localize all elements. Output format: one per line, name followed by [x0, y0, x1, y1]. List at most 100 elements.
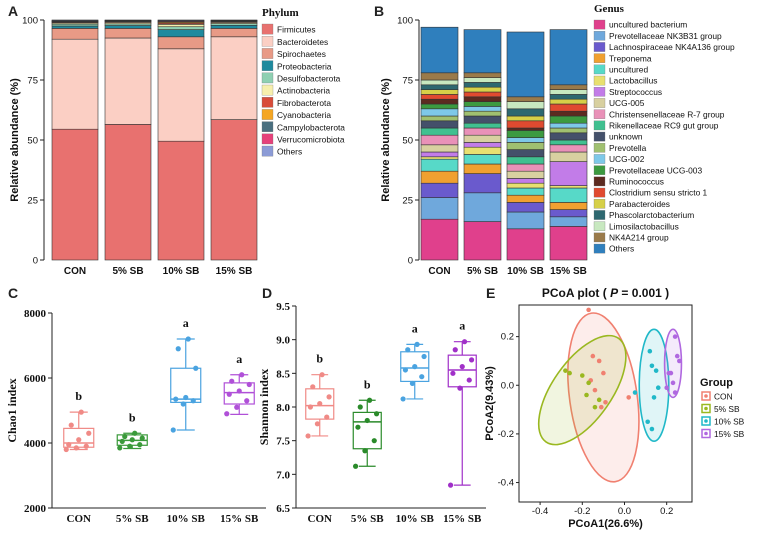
- y-tick-label: 50: [27, 136, 38, 147]
- bar-segment: [420, 156, 459, 160]
- legend-swatch: [593, 98, 606, 108]
- data-point: [579, 373, 585, 378]
- bar-segment: [549, 89, 588, 95]
- x-tick-label: -0.2: [574, 506, 590, 517]
- data-point: [170, 427, 176, 433]
- data-point: [664, 385, 669, 390]
- x-tick-label: 5% SB: [351, 513, 384, 525]
- bar-segment: [506, 182, 545, 189]
- x-tick-label: -0.4: [532, 506, 548, 517]
- legend-label: Prevotella: [609, 143, 647, 153]
- legend-label: Cyanobacteria: [277, 110, 331, 120]
- y-tick-label: 9.5: [276, 301, 290, 313]
- legend-label: unknown: [609, 132, 643, 142]
- bar-segment: [549, 151, 588, 162]
- confidence-ellipse: [663, 328, 683, 399]
- legend-label: NK4A214 group: [609, 233, 669, 243]
- legend-swatch: [261, 121, 274, 132]
- bar-segment: [506, 101, 545, 110]
- legend-label: UCG-005: [609, 98, 645, 108]
- bar-segment: [420, 218, 459, 261]
- bar-segment: [506, 96, 545, 102]
- data-point: [450, 370, 456, 376]
- data-point: [603, 399, 608, 405]
- legend-swatch: [593, 243, 606, 254]
- data-point: [319, 372, 325, 378]
- data-point: [324, 414, 330, 420]
- bar-segment: [210, 24, 258, 29]
- data-point: [183, 394, 189, 401]
- data-point: [193, 365, 199, 371]
- legend-swatch: [593, 53, 606, 63]
- bar-segment: [549, 98, 588, 105]
- data-point: [563, 368, 568, 373]
- legend-label: Prevotellaceae NK3B31 group: [609, 31, 722, 41]
- x-tick-label: 15% SB: [216, 266, 253, 277]
- bar-segment: [463, 173, 502, 194]
- significance-letter: b: [129, 410, 136, 424]
- data-point: [185, 336, 191, 342]
- significance-letter: a: [183, 316, 189, 330]
- data-point: [672, 390, 678, 395]
- bar-segment: [157, 29, 205, 38]
- legend-label: Phascolarctobacterium: [609, 210, 694, 220]
- bar-segment: [420, 151, 459, 158]
- bar-segment: [549, 127, 588, 134]
- data-point: [419, 374, 425, 380]
- data-point: [127, 443, 133, 449]
- bar-segment: [463, 154, 502, 165]
- data-point: [412, 364, 418, 370]
- legend-label: Lachnospiraceae NK4A136 group: [609, 42, 735, 52]
- data-point: [655, 385, 661, 390]
- panel-a-stacked-bar-phylum: A 0 25 50 75 100 Relative abundance (%) CON 5% S…: [8, 3, 345, 277]
- legend-dot: [704, 431, 708, 436]
- bar-segment: [549, 122, 588, 129]
- legend-label: Rikenellaceae RC9 gut group: [609, 121, 719, 131]
- legend-label: Spirochaetes: [277, 49, 326, 59]
- bar-segment: [549, 84, 588, 90]
- data-point: [226, 391, 232, 397]
- data-point: [305, 433, 311, 439]
- bar-segment: [506, 108, 545, 117]
- bar-segment: [210, 36, 258, 120]
- confidence-ellipse: [638, 328, 670, 442]
- legend-swatch: [261, 133, 274, 145]
- bar-segment: [420, 197, 459, 220]
- legend-label: Prevotellaceae UCG-003: [609, 165, 702, 175]
- data-point: [66, 442, 72, 448]
- bar-segment: [506, 31, 545, 98]
- legend-swatch: [261, 36, 274, 47]
- bar-segment: [157, 48, 205, 142]
- data-point: [584, 392, 589, 398]
- y-tick-label: 75: [27, 76, 38, 87]
- bar-segment: [549, 115, 588, 124]
- bar-segment: [549, 202, 588, 210]
- bar-segment: [463, 91, 502, 98]
- y-tick-label: 6000: [24, 373, 47, 385]
- bar-segment: [420, 158, 459, 172]
- data-point: [649, 363, 655, 369]
- data-point: [409, 380, 416, 387]
- bar-segment: [463, 134, 502, 143]
- legend-label: Actinobacteria: [277, 86, 330, 96]
- y-tick-label: 25: [27, 196, 38, 207]
- y-tick-label: 0: [408, 256, 413, 267]
- data-point: [586, 307, 591, 313]
- legend-label: uncultured: [609, 65, 648, 75]
- x-tick-label: 10% SB: [167, 513, 206, 525]
- x-tick-label: 0.0: [618, 506, 631, 517]
- y-tick-label: -0.4: [498, 478, 514, 489]
- bar-segment: [506, 178, 545, 184]
- legend-swatch: [593, 199, 606, 209]
- data-point: [122, 433, 128, 440]
- x-tick-label: 5% SB: [112, 266, 143, 277]
- data-point: [355, 424, 361, 430]
- significance-letter: b: [316, 352, 323, 366]
- bar-segment: [463, 82, 502, 88]
- data-point: [117, 445, 123, 451]
- data-point: [129, 437, 135, 443]
- data-point: [317, 401, 323, 407]
- legend-label: Bacteroidetes: [277, 37, 328, 47]
- legend-label: Clostridium sensu stricto 1: [609, 188, 708, 198]
- data-point: [310, 384, 316, 390]
